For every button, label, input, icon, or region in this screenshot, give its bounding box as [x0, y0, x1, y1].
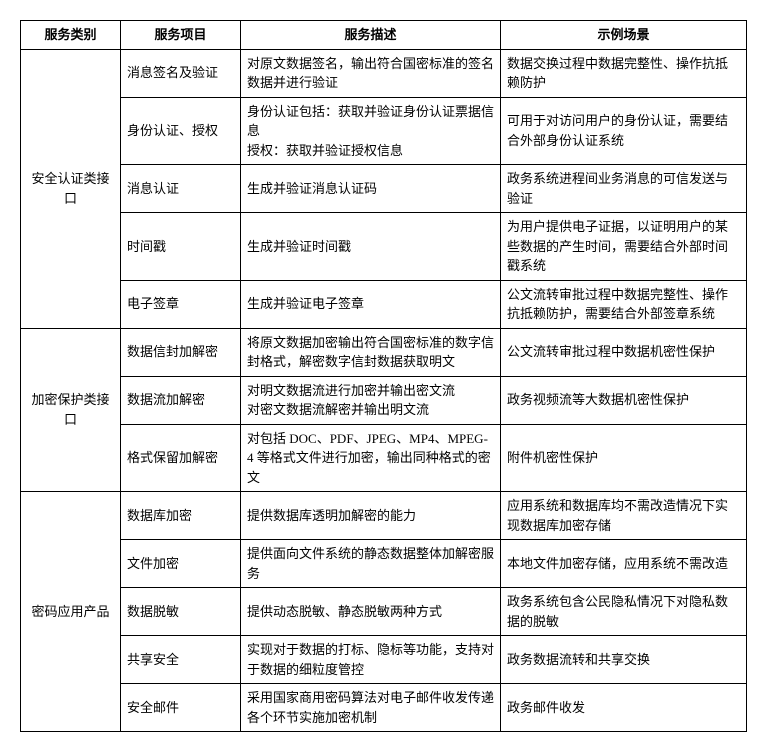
description-cell: 采用国家商用密码算法对电子邮件收发传递各个环节实施加密机制	[241, 684, 501, 732]
scenario-cell: 附件机密性保护	[501, 424, 747, 492]
header-description: 服务描述	[241, 21, 501, 50]
project-cell: 数据信封加解密	[121, 328, 241, 376]
scenario-cell: 公文流转审批过程中数据完整性、操作抗抵赖防护，需要结合外部签章系统	[501, 280, 747, 328]
header-project: 服务项目	[121, 21, 241, 50]
project-cell: 数据脱敏	[121, 588, 241, 636]
description-cell: 对明文数据流进行加密并输出密文流对密文数据流解密并输出明文流	[241, 376, 501, 424]
table-row: 消息认证生成并验证消息认证码政务系统进程间业务消息的可信发送与验证	[21, 165, 747, 213]
description-cell: 提供面向文件系统的静态数据整体加解密服务	[241, 540, 501, 588]
scenario-cell: 应用系统和数据库均不需改造情况下实现数据库加密存储	[501, 492, 747, 540]
scenario-cell: 可用于对访问用户的身份认证，需要结合外部身份认证系统	[501, 97, 747, 165]
category-cell: 密码应用产品	[21, 492, 121, 732]
description-cell: 生成并验证消息认证码	[241, 165, 501, 213]
project-cell: 共享安全	[121, 636, 241, 684]
scenario-cell: 政务系统包含公民隐私情况下对隐私数据的脱敏	[501, 588, 747, 636]
table-row: 电子签章生成并验证电子签章公文流转审批过程中数据完整性、操作抗抵赖防护，需要结合…	[21, 280, 747, 328]
scenario-cell: 为用户提供电子证据，以证明用户的某些数据的产生时间，需要结合外部时间戳系统	[501, 213, 747, 281]
project-cell: 身份认证、授权	[121, 97, 241, 165]
table-row: 安全认证类接口消息签名及验证对原文数据签名，输出符合国密标准的签名数据并进行验证…	[21, 49, 747, 97]
table-row: 共享安全实现对于数据的打标、隐标等功能，支持对于数据的细粒度管控政务数据流转和共…	[21, 636, 747, 684]
category-cell: 安全认证类接口	[21, 49, 121, 328]
table-row: 数据流加解密对明文数据流进行加密并输出密文流对密文数据流解密并输出明文流政务视频…	[21, 376, 747, 424]
table-row: 数据脱敏提供动态脱敏、静态脱敏两种方式政务系统包含公民隐私情况下对隐私数据的脱敏	[21, 588, 747, 636]
description-cell: 对包括 DOC、PDF、JPEG、MP4、MPEG-4 等格式文件进行加密，输出…	[241, 424, 501, 492]
scenario-cell: 政务邮件收发	[501, 684, 747, 732]
scenario-cell: 数据交换过程中数据完整性、操作抗抵赖防护	[501, 49, 747, 97]
table-row: 文件加密提供面向文件系统的静态数据整体加解密服务本地文件加密存储，应用系统不需改…	[21, 540, 747, 588]
header-scenario: 示例场景	[501, 21, 747, 50]
table-row: 格式保留加解密对包括 DOC、PDF、JPEG、MP4、MPEG-4 等格式文件…	[21, 424, 747, 492]
description-cell: 生成并验证电子签章	[241, 280, 501, 328]
service-table: 服务类别 服务项目 服务描述 示例场景 安全认证类接口消息签名及验证对原文数据签…	[20, 20, 747, 732]
description-cell: 提供数据库透明加解密的能力	[241, 492, 501, 540]
category-cell: 加密保护类接口	[21, 328, 121, 492]
header-category: 服务类别	[21, 21, 121, 50]
table-row: 加密保护类接口数据信封加解密将原文数据加密输出符合国密标准的数字信封格式，解密数…	[21, 328, 747, 376]
description-cell: 身份认证包括：获取并验证身份认证票据信息授权：获取并验证授权信息	[241, 97, 501, 165]
table-row: 身份认证、授权身份认证包括：获取并验证身份认证票据信息授权：获取并验证授权信息可…	[21, 97, 747, 165]
project-cell: 数据流加解密	[121, 376, 241, 424]
project-cell: 数据库加密	[121, 492, 241, 540]
description-cell: 实现对于数据的打标、隐标等功能，支持对于数据的细粒度管控	[241, 636, 501, 684]
project-cell: 格式保留加解密	[121, 424, 241, 492]
project-cell: 电子签章	[121, 280, 241, 328]
table-row: 安全邮件采用国家商用密码算法对电子邮件收发传递各个环节实施加密机制政务邮件收发	[21, 684, 747, 732]
project-cell: 消息签名及验证	[121, 49, 241, 97]
description-cell: 提供动态脱敏、静态脱敏两种方式	[241, 588, 501, 636]
description-cell: 生成并验证时间戳	[241, 213, 501, 281]
scenario-cell: 政务视频流等大数据机密性保护	[501, 376, 747, 424]
table-row: 时间戳生成并验证时间戳为用户提供电子证据，以证明用户的某些数据的产生时间，需要结…	[21, 213, 747, 281]
project-cell: 安全邮件	[121, 684, 241, 732]
project-cell: 时间戳	[121, 213, 241, 281]
scenario-cell: 公文流转审批过程中数据机密性保护	[501, 328, 747, 376]
table-row: 密码应用产品数据库加密提供数据库透明加解密的能力应用系统和数据库均不需改造情况下…	[21, 492, 747, 540]
description-cell: 对原文数据签名，输出符合国密标准的签名数据并进行验证	[241, 49, 501, 97]
project-cell: 消息认证	[121, 165, 241, 213]
scenario-cell: 政务系统进程间业务消息的可信发送与验证	[501, 165, 747, 213]
project-cell: 文件加密	[121, 540, 241, 588]
description-cell: 将原文数据加密输出符合国密标准的数字信封格式，解密数字信封数据获取明文	[241, 328, 501, 376]
scenario-cell: 政务数据流转和共享交换	[501, 636, 747, 684]
scenario-cell: 本地文件加密存储，应用系统不需改造	[501, 540, 747, 588]
